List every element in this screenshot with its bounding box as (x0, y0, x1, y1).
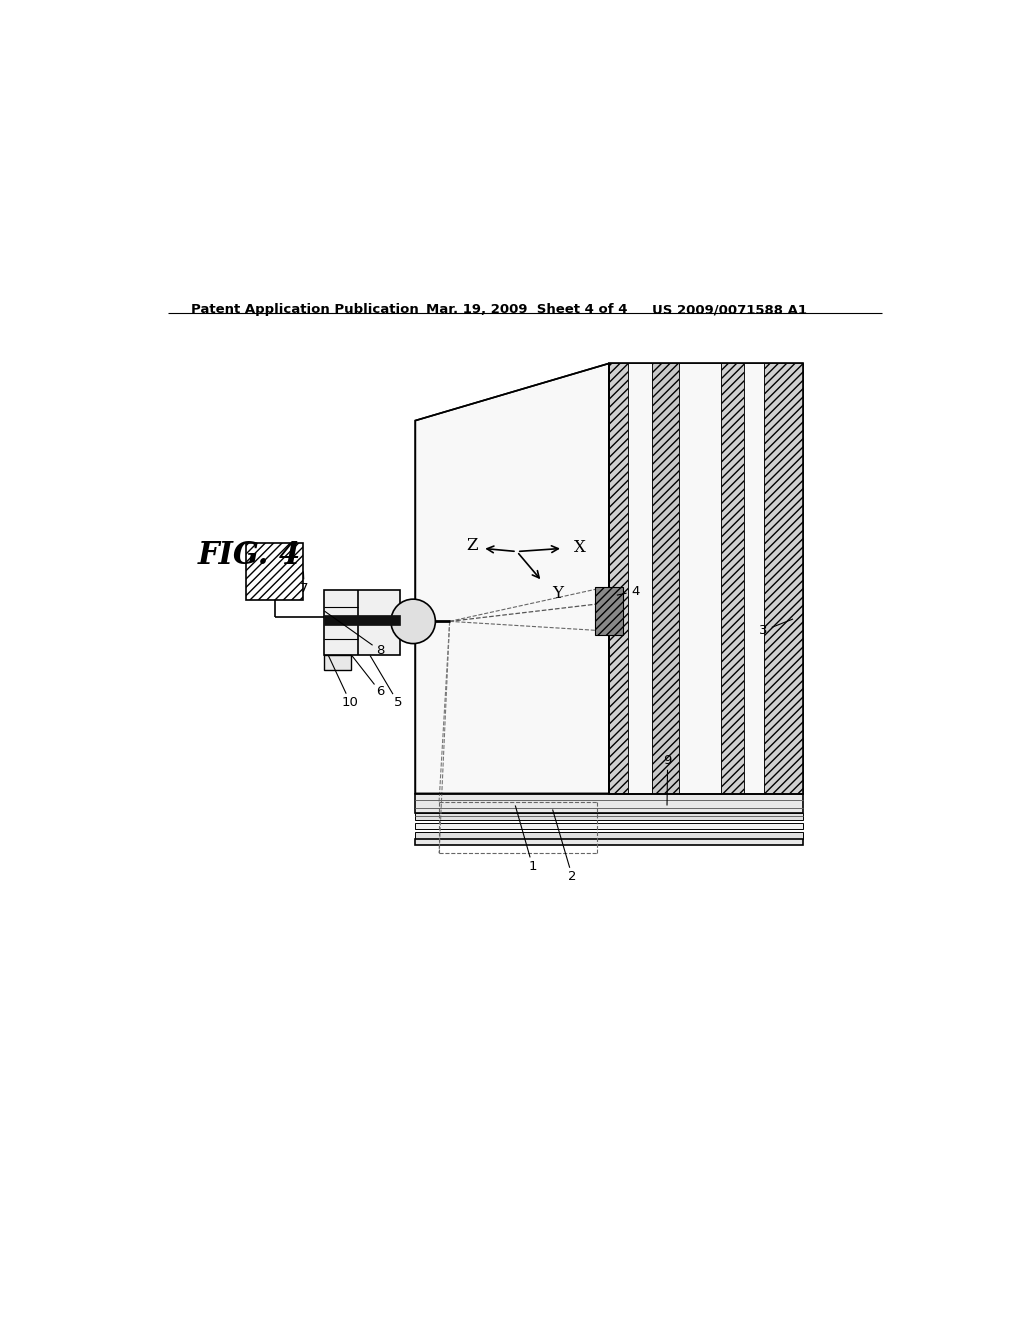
Text: X: X (574, 539, 586, 556)
Polygon shape (416, 833, 803, 838)
Text: 10: 10 (342, 696, 358, 709)
Polygon shape (679, 363, 721, 793)
Text: 6: 6 (376, 685, 385, 698)
Polygon shape (609, 363, 629, 793)
Text: 1: 1 (528, 861, 537, 873)
Polygon shape (416, 838, 803, 845)
Text: 4: 4 (632, 585, 640, 598)
Polygon shape (416, 363, 609, 793)
Text: 7: 7 (300, 582, 308, 595)
Text: Patent Application Publication: Patent Application Publication (191, 304, 419, 315)
Text: 3: 3 (759, 624, 767, 638)
Polygon shape (416, 813, 803, 820)
Polygon shape (721, 363, 744, 793)
Polygon shape (325, 590, 399, 656)
Text: 8: 8 (376, 644, 385, 657)
Polygon shape (416, 793, 803, 813)
Polygon shape (629, 363, 651, 793)
Polygon shape (595, 587, 624, 635)
Polygon shape (651, 363, 679, 793)
Text: Mar. 19, 2009  Sheet 4 of 4: Mar. 19, 2009 Sheet 4 of 4 (426, 304, 627, 315)
Text: US 2009/0071588 A1: US 2009/0071588 A1 (652, 304, 807, 315)
Text: 9: 9 (664, 754, 672, 767)
Text: 2: 2 (568, 870, 577, 883)
Polygon shape (325, 656, 351, 669)
Bar (246, 543, 303, 599)
Text: Z: Z (467, 537, 478, 553)
Circle shape (391, 599, 435, 644)
Polygon shape (764, 363, 803, 793)
Text: Y: Y (552, 585, 563, 602)
Polygon shape (325, 615, 399, 624)
Text: FIG. 4: FIG. 4 (198, 540, 301, 572)
Polygon shape (744, 363, 764, 793)
Polygon shape (416, 822, 803, 829)
Text: 5: 5 (393, 696, 402, 709)
